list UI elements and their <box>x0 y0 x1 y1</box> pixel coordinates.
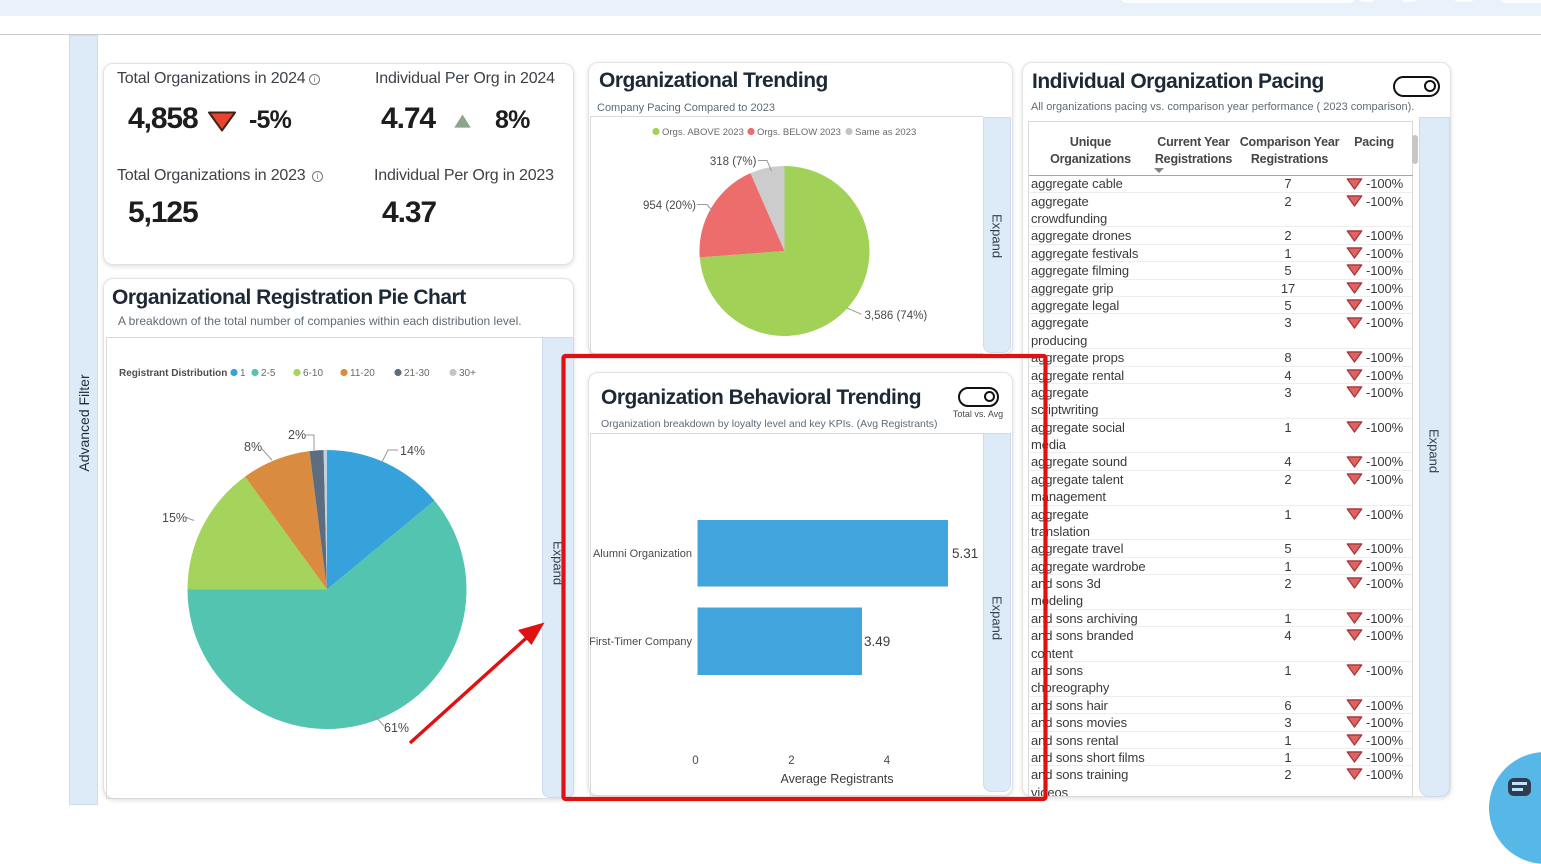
svg-text:5.31: 5.31 <box>952 546 978 561</box>
svg-text:Average Registrants: Average Registrants <box>780 772 893 786</box>
svg-text:14%: 14% <box>400 444 425 458</box>
svg-text:11-20: 11-20 <box>350 368 375 379</box>
svg-text:3.49: 3.49 <box>864 634 890 649</box>
svg-text:First-Timer Company: First-Timer Company <box>590 636 692 648</box>
svg-text:6-10: 6-10 <box>303 368 323 379</box>
svg-text:Same as 2023: Same as 2023 <box>855 127 916 138</box>
svg-text:4: 4 <box>884 755 891 767</box>
svg-text:Orgs. ABOVE 2023: Orgs. ABOVE 2023 <box>662 127 744 138</box>
svg-text:318 (7%): 318 (7%) <box>710 156 757 168</box>
svg-text:1: 1 <box>240 368 246 379</box>
svg-text:0: 0 <box>692 755 698 767</box>
svg-text:3,586 (74%): 3,586 (74%) <box>865 310 928 322</box>
svg-text:Alumni Organization: Alumni Organization <box>593 548 692 560</box>
svg-text:2%: 2% <box>288 428 306 442</box>
svg-text:21-30: 21-30 <box>404 368 430 379</box>
svg-text:954 (20%): 954 (20%) <box>643 200 696 212</box>
svg-text:8%: 8% <box>244 440 262 454</box>
svg-text:Orgs. BELOW 2023: Orgs. BELOW 2023 <box>757 127 841 138</box>
svg-text:2: 2 <box>788 755 794 767</box>
svg-text:61%: 61% <box>384 721 409 735</box>
svg-text:2-5: 2-5 <box>261 368 276 379</box>
svg-text:30+: 30+ <box>459 368 476 379</box>
svg-text:Registrant Distribution: Registrant Distribution <box>119 368 227 379</box>
svg-text:15%: 15% <box>162 511 187 525</box>
